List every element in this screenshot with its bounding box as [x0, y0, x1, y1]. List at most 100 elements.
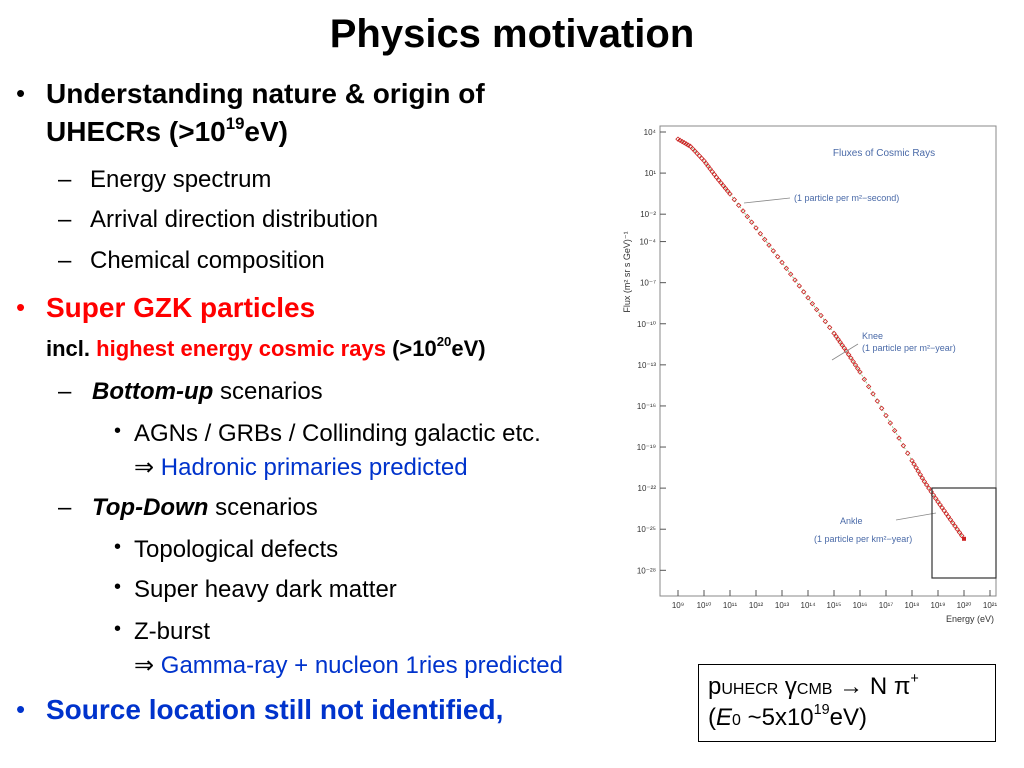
annotation-per-year: (1 particle per m²−year): [862, 343, 956, 353]
data-point: [796, 283, 803, 289]
incl-line: incl. highest energy cosmic rays (>1020e…: [46, 333, 486, 362]
hadronic-line: ⇒ Hadronic primaries predicted: [134, 453, 468, 482]
agn-item: AGNs / GRBs / Collinding galactic etc.: [134, 420, 541, 447]
cosmic-ray-flux-chart: Flux (m² sr s GeV)⁻¹ Energy (eV) Fluxes …: [618, 122, 1008, 630]
incl-label: incl.: [46, 336, 91, 361]
data-point: [753, 225, 759, 231]
slide-title: Physics motivation: [329, 12, 695, 56]
data-point: [956, 529, 963, 536]
data-point: [874, 398, 881, 404]
x-tick-label: 10¹⁸: [905, 601, 920, 610]
energy-threshold-sup: 20: [436, 333, 452, 349]
data-point: [937, 502, 943, 508]
data-point: [883, 412, 889, 419]
data-point: [852, 362, 859, 368]
data-point: [837, 339, 843, 345]
data-point: [917, 471, 923, 478]
bottom-up-label: Bottom-up: [92, 378, 214, 405]
y-tick-label: 10⁻²⁵: [637, 525, 656, 534]
energy-threshold-pre: (>10: [392, 336, 437, 361]
data-point: [677, 137, 683, 144]
bullet-dot: •: [16, 292, 26, 322]
data-point: [713, 174, 720, 180]
x-tick-label: 10¹²: [749, 601, 764, 610]
sub-arrival-direction: Arrival direction distribution: [90, 206, 379, 233]
y-tick-label: 10¹: [644, 169, 656, 178]
data-point: [945, 513, 952, 520]
data-point: [891, 427, 898, 434]
hadronic-predicted: Hadronic primaries predicted: [160, 454, 468, 481]
reaction-line: pUHECR γCMB → N π+: [708, 672, 995, 704]
threshold-line: (E0 ~5x1019eV): [708, 702, 995, 735]
data-point: [933, 495, 939, 502]
y-tick-label: 10⁻²²: [638, 484, 657, 493]
y-axis-label: Flux (m² sr s GeV)⁻¹: [622, 231, 632, 312]
top-down-rest: scenarios: [215, 494, 318, 521]
data-point: [685, 142, 692, 148]
data-point: [725, 188, 731, 194]
data-point: [949, 520, 956, 526]
threshold-unit: eV): [829, 704, 868, 731]
data-point: [805, 295, 811, 301]
annotation-ankle: Ankle: [840, 516, 863, 526]
data-point: [818, 312, 824, 319]
data-point: [792, 277, 798, 283]
data-point: [943, 511, 949, 517]
bottom-up-line: Bottom-up scenarios: [92, 378, 323, 406]
data-point: [779, 259, 785, 266]
bullet-dot: •: [16, 694, 26, 724]
data-point: [727, 191, 733, 197]
plot-frame: [659, 125, 997, 597]
sub-dash: –: [58, 494, 72, 521]
data-point: [761, 236, 768, 243]
data-point: [870, 391, 876, 397]
data-point: [954, 526, 960, 532]
reaction-products: → N π: [839, 673, 911, 700]
data-point: [711, 171, 718, 178]
flux-chart-svg: Flux (m² sr s GeV)⁻¹ Energy (eV) Fluxes …: [622, 125, 998, 624]
x-tick-label: 10⁹: [672, 601, 684, 610]
x-tick-label: 10¹³: [775, 601, 790, 610]
data-point: [904, 450, 911, 456]
annotation-per-second: (1 particle per m²−second): [794, 193, 899, 203]
gamma-line: ⇒ Gamma-ray + nucleon 1ries predicted: [134, 651, 563, 680]
data-point: [841, 345, 848, 351]
threshold-exponent: 19: [813, 702, 830, 718]
data-point: [845, 351, 852, 358]
bullet-dot: •: [16, 78, 26, 108]
x-tick-label: 10²¹: [983, 601, 998, 610]
topological-defects-item: Topological defects: [134, 536, 339, 563]
y-tick-label: 10⁻²: [640, 210, 656, 219]
gzk-reaction-box: pUHECR γCMB → N π+ (E0 ~5x1019eV): [698, 664, 996, 742]
data-point: [962, 536, 966, 541]
data-point: [783, 265, 790, 271]
sub-dot: •: [114, 420, 122, 442]
data-point: [923, 482, 930, 488]
data-point: [919, 475, 926, 481]
data-point: [896, 435, 902, 441]
uhecr-sup: 19: [225, 113, 245, 133]
data-point: [915, 468, 921, 474]
data-point: [947, 516, 954, 523]
dark-matter-item: Super heavy dark matter: [134, 576, 397, 603]
data-point: [921, 478, 928, 485]
y-tick-label: 10⁻⁷: [640, 279, 656, 288]
data-point: [809, 300, 816, 307]
data-point: [941, 508, 947, 514]
data-point: [865, 383, 872, 390]
annotation-arrow: [895, 512, 937, 521]
data-point: [766, 242, 772, 248]
sub-dot: •: [114, 576, 122, 598]
data-point: [848, 355, 854, 361]
data-point: [731, 196, 738, 203]
data-point: [857, 369, 863, 375]
data-point: [720, 182, 726, 189]
annotation-knee: Knee: [862, 331, 883, 341]
data-point: [839, 342, 845, 348]
y-tick-label: 10⁻¹⁶: [637, 402, 656, 411]
data-point: [705, 163, 711, 169]
data-point: [787, 271, 794, 277]
x-tick-label: 10¹⁰: [697, 601, 712, 610]
data-point: [939, 505, 945, 511]
x-tick-label: 10²⁰: [957, 601, 972, 610]
